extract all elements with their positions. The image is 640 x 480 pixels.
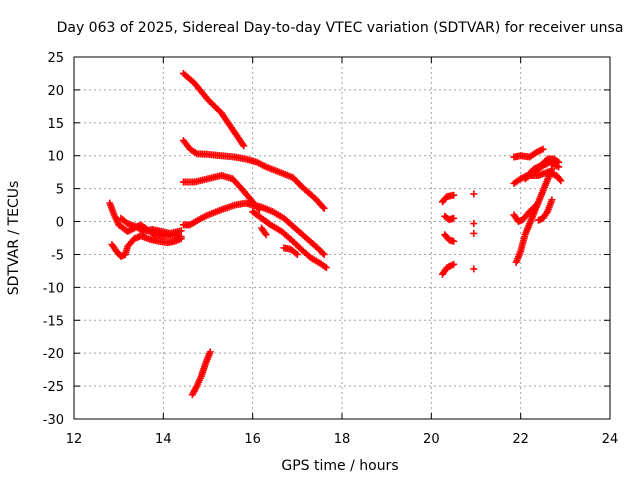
data-series-8 xyxy=(188,348,214,399)
y-tick-label: -10 xyxy=(43,281,64,296)
data-point-marker xyxy=(322,264,330,272)
y-tick-label: 15 xyxy=(47,117,64,132)
data-series-18 xyxy=(470,229,478,237)
x-tick-label: 24 xyxy=(602,432,619,447)
data-series-12 xyxy=(439,260,458,278)
data-point-marker xyxy=(548,165,556,173)
data-point-marker xyxy=(450,214,458,222)
data-point-marker xyxy=(262,231,270,239)
data-series-19 xyxy=(470,265,478,273)
y-axis-label: SDTVAR / TECUs xyxy=(6,181,22,296)
x-tick-label: 14 xyxy=(155,432,172,447)
data-series-1 xyxy=(179,69,248,150)
chart-title: Day 063 of 2025, Sidereal Day-to-day VTE… xyxy=(57,20,624,36)
data-point-marker xyxy=(293,250,301,258)
x-tick-label: 16 xyxy=(244,432,261,447)
data-point-marker xyxy=(470,190,478,198)
y-tick-label: -15 xyxy=(43,314,64,329)
data-point-marker xyxy=(548,196,556,204)
data-series-5 xyxy=(249,208,330,272)
data-point-marker xyxy=(206,348,214,356)
data-point-marker xyxy=(539,145,547,153)
data-series-13 xyxy=(441,231,458,245)
data-series-15 xyxy=(439,191,458,206)
data-series-17 xyxy=(470,220,478,228)
data-point-marker xyxy=(177,235,185,243)
x-tick-label: 12 xyxy=(66,432,83,447)
y-tick-label: 10 xyxy=(47,150,64,165)
data-series-4 xyxy=(179,199,328,258)
data-series-7 xyxy=(280,244,301,258)
data-series-10 xyxy=(108,232,185,260)
y-tick-label: -20 xyxy=(43,347,64,362)
data-series-6 xyxy=(258,224,270,239)
data-point-marker xyxy=(555,163,563,171)
y-tick-label: 0 xyxy=(56,216,64,231)
x-tick-label: 18 xyxy=(334,432,351,447)
data-series-3 xyxy=(179,171,263,214)
data-point-marker xyxy=(177,227,185,235)
x-tick-label: 22 xyxy=(512,432,529,447)
data-series-2 xyxy=(179,137,328,212)
data-point-marker xyxy=(320,250,328,258)
data-point-marker xyxy=(319,203,327,211)
y-tick-label: 25 xyxy=(47,51,64,66)
data-series-24 xyxy=(512,165,556,266)
axis-ticks: 12 14 16 18 20 22 24 25 20 15 10 5 0 -5 -10 -15 -20 -25 -3… xyxy=(43,51,619,447)
y-tick-label: -30 xyxy=(43,413,64,428)
data-series xyxy=(106,69,565,399)
y-tick-label: -5 xyxy=(51,248,64,263)
data-series-16 xyxy=(470,190,478,198)
y-tick-label: 5 xyxy=(56,183,64,198)
data-point-marker xyxy=(470,265,478,273)
data-point-marker xyxy=(470,229,478,237)
x-tick-label: 20 xyxy=(423,432,440,447)
data-series-20 xyxy=(510,145,547,161)
data-point-marker xyxy=(240,142,248,150)
data-series-26 xyxy=(535,196,556,224)
data-series-14 xyxy=(441,212,458,224)
data-point-marker xyxy=(450,260,458,268)
data-point-marker xyxy=(557,177,565,185)
data-point-marker xyxy=(320,204,328,212)
x-axis-label: GPS time / hours xyxy=(281,458,398,474)
data-point-marker xyxy=(450,237,458,245)
data-point-marker xyxy=(531,202,539,210)
data-point-marker xyxy=(470,220,478,228)
data-point-marker xyxy=(556,175,564,183)
data-point-marker xyxy=(450,191,458,199)
data-series-25 xyxy=(510,201,540,226)
y-tick-label: -25 xyxy=(43,380,64,395)
data-point-marker xyxy=(319,249,327,257)
y-tick-label: 20 xyxy=(47,84,64,99)
data-point-marker xyxy=(532,201,540,209)
data-series-11 xyxy=(117,214,185,237)
